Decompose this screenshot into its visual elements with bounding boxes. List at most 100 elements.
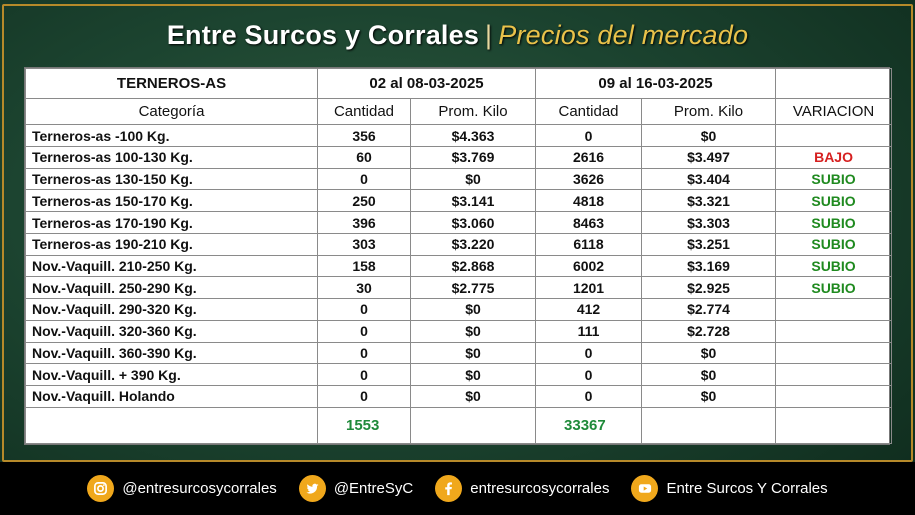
empty-header-cell: [775, 67, 893, 100]
social-handle: entresurcosycorrales: [470, 480, 610, 497]
cantidad-1-cell: 0: [317, 167, 411, 191]
variacion-cell: [775, 363, 893, 386]
variacion-cell: SUBIO: [775, 254, 893, 278]
table-row: Nov.-Vaquill. 360-390 Kg. 0 $0 0 $0: [25, 341, 893, 365]
header-row-periods: TERNEROS-AS 02 al 08-03-2025 09 al 16-03…: [25, 67, 893, 100]
prom-kilo-1-cell: $3.141: [409, 189, 537, 213]
table-row: Terneros-as 130-150 Kg. 0 $0 3626 $3.404 SUBI…: [25, 167, 893, 191]
cantidad-2-cell: 2616: [535, 146, 643, 169]
social-handle: @EntreSyC: [333, 480, 414, 497]
cantidad-1-cell: 0: [317, 363, 411, 386]
social-link-youtube[interactable]: Entre Surcos Y Corrales: [631, 475, 828, 502]
prom-kilo-1-cell: $2.775: [409, 276, 537, 300]
cantidad-1-cell: 158: [317, 254, 411, 278]
table-row: Nov.-Vaquill. Holando 0 $0 0 $0: [25, 384, 893, 408]
footer-bar: @entresurcosycorrales @EntreSyC entresurco…: [0, 462, 915, 515]
cantidad-1-cell: 396: [317, 211, 411, 234]
prom-kilo-2-cell: $3.321: [641, 189, 777, 213]
variacion-cell: BAJO: [775, 146, 893, 169]
cantidad-2-cell: 412: [535, 298, 643, 321]
social-link-facebook[interactable]: entresurcosycorrales: [435, 475, 609, 502]
totals-row: 1553 33367: [25, 406, 893, 445]
prom-kilo-1-cell: $3.769: [409, 146, 537, 169]
table-row: Terneros-as -100 Kg. 356 $4.363 0 $0: [25, 124, 893, 148]
cantidad-1-cell: 30: [317, 276, 411, 300]
prom-kilo-2-cell: $3.404: [641, 167, 777, 191]
table-row: Terneros-as 190-210 Kg. 303 $3.220 6118 $3.2…: [25, 232, 893, 256]
prom-kilo-1-cell: $0: [409, 363, 537, 386]
cantidad-1-cell: 0: [317, 341, 411, 365]
cantidad-2-cell: 4818: [535, 189, 643, 213]
social-link-twitter[interactable]: @EntreSyC: [298, 475, 414, 502]
col-header-prom-kilo-2: Prom. Kilo: [641, 98, 777, 126]
cantidad-1-cell: 303: [317, 232, 411, 256]
totals-empty-cell: [641, 406, 777, 445]
instagram-icon: [87, 475, 115, 502]
title-separator: |: [485, 20, 493, 50]
prom-kilo-1-cell: $0: [409, 384, 537, 408]
prom-kilo-1-cell: $3.220: [409, 232, 537, 256]
prom-kilo-2-cell: $0: [641, 384, 777, 408]
col-header-cantidad-1: Cantidad: [317, 98, 411, 126]
cantidad-2-cell: 1201: [535, 276, 643, 300]
social-link-instagram[interactable]: @entresurcosycorrales: [87, 475, 277, 502]
price-table: TERNEROS-AS 02 al 08-03-2025 09 al 16-03…: [25, 67, 893, 445]
prom-kilo-1-cell: $2.868: [409, 254, 537, 278]
social-handle: Entre Surcos Y Corrales: [666, 480, 828, 497]
facebook-icon: [435, 475, 463, 502]
cantidad-2-cell: 0: [535, 341, 643, 365]
col-header-variacion: VARIACION: [775, 98, 893, 126]
cantidad-2-cell: 0: [535, 124, 643, 148]
variacion-cell: SUBIO: [775, 211, 893, 234]
header-row-columns: Categoría Cantidad Prom. Kilo Cantidad P…: [25, 98, 893, 126]
period-1-header: 02 al 08-03-2025: [316, 67, 537, 100]
category-cell: Nov.-Vaquill. 360-390 Kg.: [25, 341, 318, 365]
cantidad-1-cell: 0: [317, 384, 411, 408]
prom-kilo-1-cell: $3.060: [409, 211, 537, 234]
table-row: Nov.-Vaquill. + 390 Kg. 0 $0 0 $0: [25, 363, 893, 386]
cantidad-2-cell: 0: [535, 384, 643, 408]
prom-kilo-2-cell: $0: [641, 341, 777, 365]
table-row: Nov.-Vaquill. 290-320 Kg. 0 $0 412 $2.774: [25, 298, 893, 321]
prom-kilo-1-cell: $4.363: [409, 124, 537, 148]
totals-empty-cell: [775, 406, 893, 445]
category-cell: Terneros-as 190-210 Kg.: [25, 232, 318, 256]
category-cell: Nov.-Vaquill. + 390 Kg.: [25, 363, 318, 386]
section-label: TERNEROS-AS: [25, 67, 318, 100]
prom-kilo-1-cell: $0: [409, 298, 537, 321]
cantidad-2-cell: 6118: [535, 232, 643, 256]
category-cell: Terneros-as 150-170 Kg.: [25, 189, 318, 213]
prom-kilo-2-cell: $2.774: [641, 298, 777, 321]
prom-kilo-2-cell: $2.728: [641, 319, 777, 343]
col-header-categoria: Categoría: [25, 98, 318, 126]
variacion-cell: [775, 384, 893, 408]
prom-kilo-2-cell: $2.925: [641, 276, 777, 300]
totals-empty-cell: [409, 406, 537, 445]
social-handle: @entresurcosycorrales: [122, 480, 277, 497]
prom-kilo-2-cell: $3.497: [641, 146, 777, 169]
prom-kilo-2-cell: $0: [641, 124, 777, 148]
cantidad-1-cell: 250: [317, 189, 411, 213]
cantidad-2-cell: 0: [535, 363, 643, 386]
cantidad-1-cell: 356: [317, 124, 411, 148]
variacion-cell: [775, 341, 893, 365]
category-cell: Terneros-as 100-130 Kg.: [25, 146, 318, 169]
table-row: Nov.-Vaquill. 210-250 Kg. 158 $2.868 6002 $3…: [25, 254, 893, 278]
prom-kilo-2-cell: $0: [641, 363, 777, 386]
prom-kilo-1-cell: $0: [409, 167, 537, 191]
variacion-cell: SUBIO: [775, 167, 893, 191]
price-table-container: TERNEROS-AS 02 al 08-03-2025 09 al 16-03…: [24, 67, 893, 445]
prom-kilo-2-cell: $3.303: [641, 211, 777, 234]
youtube-icon: [631, 475, 659, 502]
category-cell: Nov.-Vaquill. Holando: [25, 384, 318, 408]
cantidad-1-cell: 0: [317, 319, 411, 343]
category-cell: Terneros-as 130-150 Kg.: [25, 167, 318, 191]
cantidad-2-cell: 3626: [535, 167, 643, 191]
category-cell: Nov.-Vaquill. 210-250 Kg.: [25, 254, 318, 278]
variacion-cell: SUBIO: [775, 276, 893, 300]
table-row: Terneros-as 100-130 Kg. 60 $3.769 2616 $3.49…: [25, 146, 893, 169]
cantidad-1-cell: 0: [317, 298, 411, 321]
cantidad-2-cell: 111: [535, 319, 643, 343]
variacion-cell: SUBIO: [775, 232, 893, 256]
table-row: Terneros-as 150-170 Kg. 250 $3.141 4818 $3.3…: [25, 189, 893, 213]
